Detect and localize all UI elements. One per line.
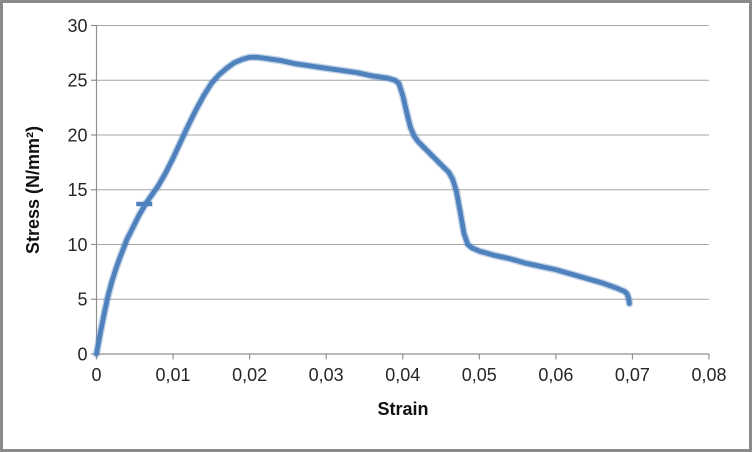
- x-tick-label: 0,06: [538, 365, 573, 385]
- y-tick-label: 25: [67, 71, 87, 91]
- x-tick-label: 0: [91, 365, 101, 385]
- y-tick-label: 5: [77, 290, 87, 310]
- data-curve-halo: [92, 53, 634, 358]
- y-tick-label: 0: [77, 344, 87, 364]
- y-axis-title: Stress (N/mm²): [23, 125, 43, 255]
- y-tick-label: 10: [67, 235, 87, 255]
- x-tick-label: 0,07: [615, 365, 650, 385]
- x-tick-label: 0,04: [385, 365, 420, 385]
- y-tick-label: 20: [67, 125, 87, 145]
- y-tick-label: 30: [67, 16, 87, 36]
- x-axis-title: Strain: [377, 399, 429, 419]
- x-tick-label: 0,01: [156, 365, 191, 385]
- x-tick-label: 0,08: [691, 365, 726, 385]
- x-tick-label: 0,05: [462, 365, 497, 385]
- y-tick-label: 15: [67, 180, 87, 200]
- data-curve: [94, 54, 632, 357]
- x-tick-label: 0,03: [309, 365, 344, 385]
- x-tick-label: 0,02: [232, 365, 267, 385]
